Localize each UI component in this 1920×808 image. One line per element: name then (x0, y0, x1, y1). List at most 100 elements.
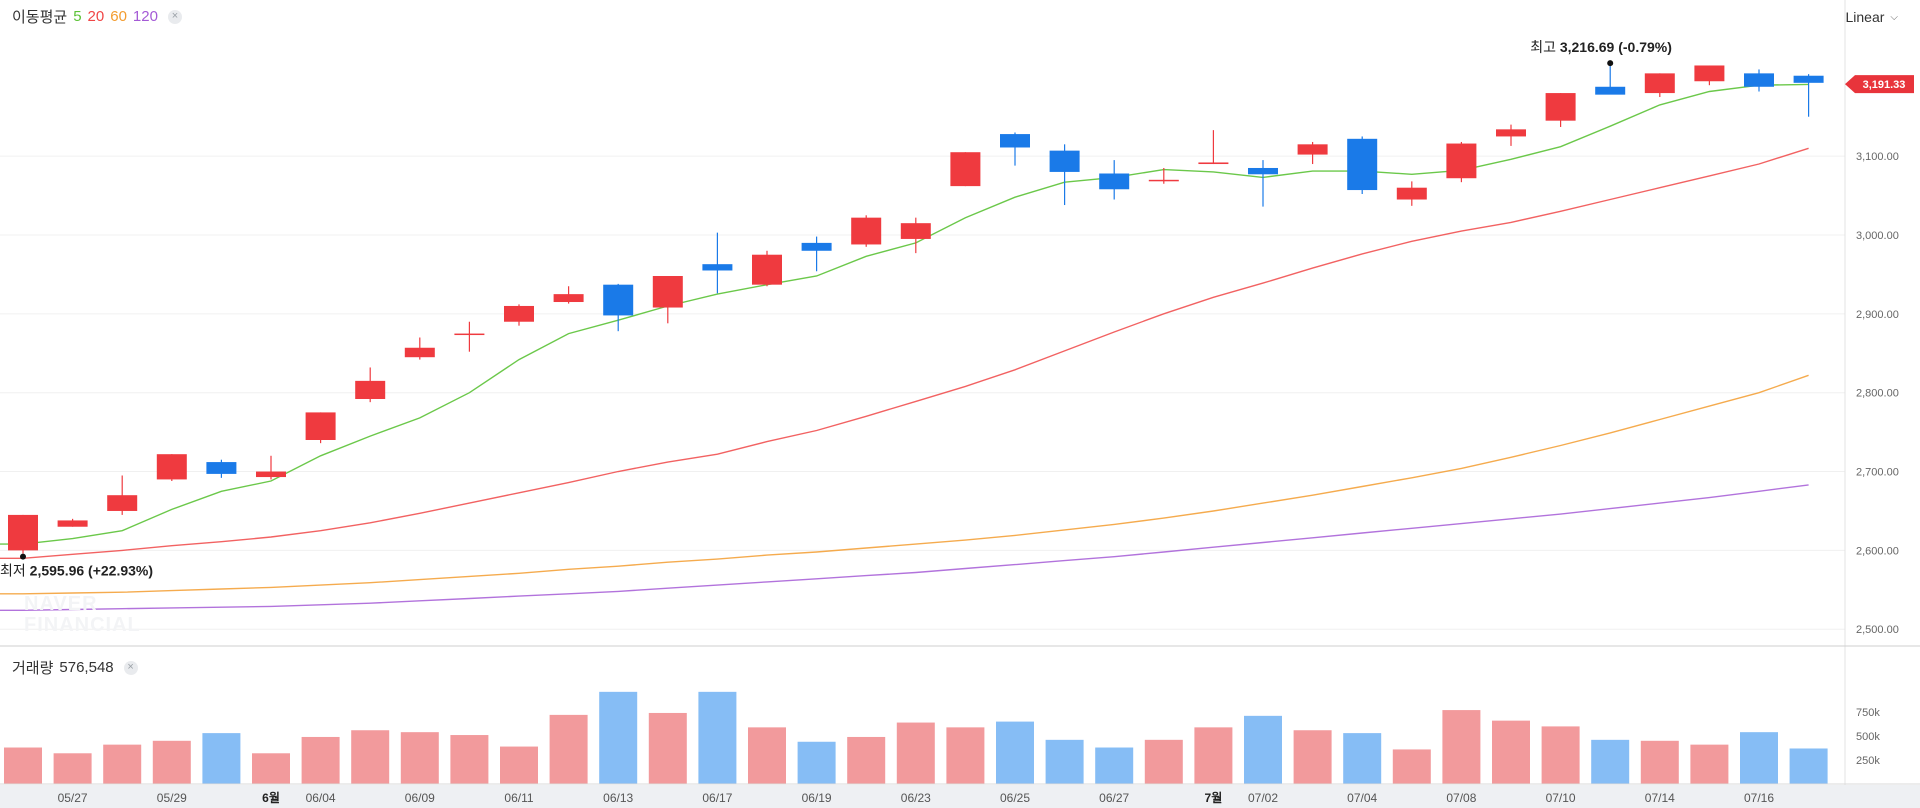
candle (256, 455, 286, 480)
line-ma20 (0, 147, 1809, 559)
volume-bar (53, 753, 92, 784)
candle (851, 215, 882, 247)
volume-bar (202, 733, 241, 784)
candle-body (1496, 129, 1526, 137)
candle-body (1049, 150, 1080, 172)
volume-bar (996, 721, 1034, 784)
x-tick-label: 06/25 (1000, 791, 1030, 805)
candle-body (652, 276, 683, 308)
candle-body (504, 305, 534, 322)
candle (1347, 136, 1378, 194)
volume-close-icon[interactable]: × (123, 660, 138, 675)
legend-ma-60[interactable]: 60 (110, 8, 127, 25)
x-tick-label: 05/29 (157, 791, 187, 805)
legend-close-icon[interactable]: × (167, 9, 182, 24)
candle (107, 475, 138, 515)
candle (355, 367, 386, 403)
volume-bar (549, 714, 588, 784)
candle (1694, 65, 1725, 86)
candle-body (1644, 73, 1675, 94)
x-tick-label: 07/04 (1347, 791, 1377, 805)
max-marker (1607, 60, 1614, 67)
x-tick-label: 07/14 (1645, 791, 1675, 805)
volume-bar (1541, 726, 1580, 784)
x-tick-label: 07/10 (1546, 791, 1576, 805)
candle-body (553, 294, 584, 303)
candles (8, 63, 1824, 554)
min-annotation-label: 최저 2,595.96 (+22.93%) (0, 563, 153, 579)
volume-bar (1095, 747, 1134, 784)
candle (1744, 69, 1774, 92)
candle-body (57, 520, 88, 527)
legend-ma-20[interactable]: 20 (87, 8, 105, 25)
candle (404, 337, 435, 360)
x-tick-label: 06/23 (901, 791, 931, 805)
candle-body (454, 333, 485, 336)
max-annotation-value: 3,216.69 (-0.79%) (1560, 39, 1672, 55)
candle (1446, 141, 1477, 183)
y-tick-label: 2,600.00 (1856, 545, 1899, 557)
candle-body (8, 514, 38, 551)
candle (8, 514, 38, 554)
annotations: 3,191.33 최고 3,216.69 (-0.79%) 최저 2,595.96 … (0, 39, 1914, 579)
legend-ma-120[interactable]: 120 (132, 8, 158, 25)
candle (603, 283, 634, 332)
candle-body (851, 217, 882, 245)
scale-label: Linear (1845, 9, 1885, 25)
candle-body (156, 454, 187, 480)
candle (752, 250, 782, 287)
current-price-tag (1845, 75, 1914, 94)
scale-toggle-button[interactable]: Linear ⌵ (1845, 9, 1898, 25)
volume-bar (797, 741, 836, 784)
candle-body (404, 347, 435, 358)
candle-body (107, 495, 138, 511)
x-tick-label: 06/27 (1099, 791, 1129, 805)
candle (1248, 160, 1278, 207)
x-tick-label: 07/16 (1744, 791, 1774, 805)
volume-tick-label: 250k (1856, 755, 1880, 767)
volume-title: 거래량 (12, 660, 54, 677)
y-tick-label: 3,100.00 (1856, 151, 1899, 163)
candle-body (1595, 86, 1626, 95)
volume-value: 576,548 (59, 659, 114, 676)
volume-legend: 거래량 576,548 × (12, 657, 138, 678)
volume-bar (896, 722, 935, 784)
x-tick-label: 6월 (262, 790, 280, 805)
x-tick-label: 06/17 (702, 791, 732, 805)
chevron-down-icon: ⌵ (1890, 11, 1898, 23)
candle (1198, 130, 1229, 165)
candle (950, 152, 981, 187)
volume-tick-label: 750k (1856, 707, 1880, 719)
legend-ma-5[interactable]: 5 (73, 8, 82, 25)
x-tick-label: 06/13 (603, 791, 633, 805)
x-tick-label: 7월 (1205, 790, 1223, 805)
candle-body (1793, 75, 1824, 83)
volume-bar (1690, 744, 1729, 784)
candle-body (1694, 65, 1725, 82)
volume-bar (1591, 739, 1630, 784)
x-tick-label: 07/02 (1248, 791, 1278, 805)
volume-bar (1293, 730, 1332, 784)
volume-bar (400, 732, 439, 784)
volume-tick-label: 500k (1856, 731, 1880, 743)
candle-body (950, 152, 981, 187)
candle (702, 232, 733, 294)
candle (57, 518, 88, 527)
volume-bar (748, 727, 786, 784)
line-ma120 (0, 484, 1809, 611)
volume-bar (698, 691, 737, 784)
volume-bar (946, 727, 985, 784)
candle (1148, 167, 1179, 184)
candle-body (801, 242, 832, 251)
volume-bar (103, 744, 142, 784)
candle-body (1248, 167, 1278, 175)
line-ma60 (0, 374, 1809, 595)
volume-bar (1194, 727, 1233, 784)
candle (305, 412, 336, 444)
candle (801, 236, 832, 272)
candle-body (355, 380, 386, 399)
candle-body (1148, 179, 1179, 182)
x-tick-label: 07/08 (1446, 791, 1476, 805)
